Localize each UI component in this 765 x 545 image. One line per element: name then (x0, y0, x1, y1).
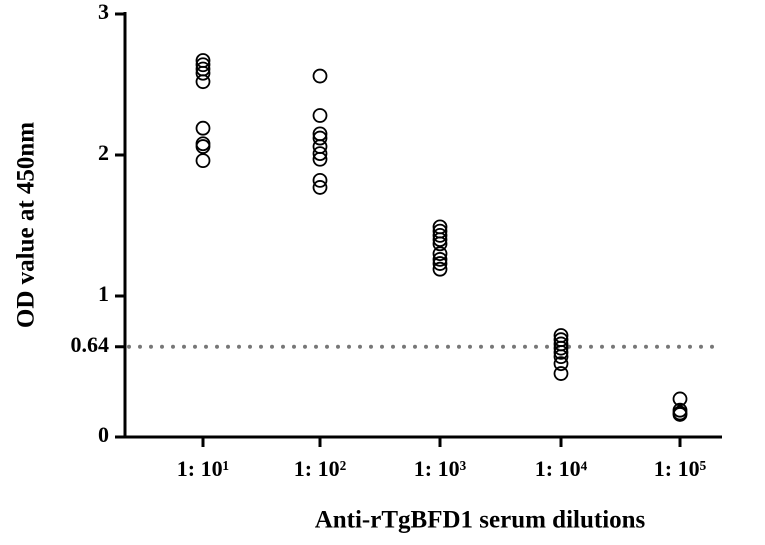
data-point (432, 261, 448, 277)
data-point (312, 146, 328, 161)
data-point (553, 366, 569, 381)
data-point (672, 391, 688, 407)
data-point (312, 151, 328, 167)
y-tick-label: 0.64 (71, 332, 110, 357)
data-point (432, 246, 448, 262)
data-point (553, 356, 569, 372)
y-tick-label: 0 (98, 422, 109, 447)
x-tick-label: 1: 10⁵ (654, 456, 707, 481)
y-tick-label: 2 (98, 140, 109, 165)
data-point (553, 344, 569, 360)
data-point (195, 65, 211, 81)
x-tick-label: 1: 10⁴ (535, 456, 588, 481)
data-point (672, 407, 688, 422)
y-tick-label: 3 (98, 0, 109, 24)
data-point (195, 139, 211, 154)
x-tick-label: 1: 10³ (414, 456, 467, 481)
y-tick-label: 1 (98, 281, 109, 306)
data-point (312, 130, 328, 146)
data-point (432, 256, 448, 271)
x-tick-label: 1: 10¹ (177, 456, 229, 481)
data-point (312, 172, 328, 188)
data-point (312, 180, 328, 195)
data-point (195, 57, 211, 73)
data-point (553, 349, 569, 365)
data-point (553, 340, 569, 356)
data-point (195, 74, 211, 90)
x-tick-label: 1: 10² (294, 456, 347, 481)
x-axis-label: Anti-rTgBFD1 serum dilutions (315, 507, 646, 534)
data-point (432, 227, 448, 243)
data-point (195, 120, 211, 136)
data-point (432, 236, 448, 252)
data-point (195, 153, 211, 169)
data-point (312, 68, 328, 84)
data-point (432, 232, 448, 248)
y-axis-label: OD value at 450nm (13, 122, 40, 328)
data-point (312, 108, 328, 123)
data-point (432, 251, 448, 267)
